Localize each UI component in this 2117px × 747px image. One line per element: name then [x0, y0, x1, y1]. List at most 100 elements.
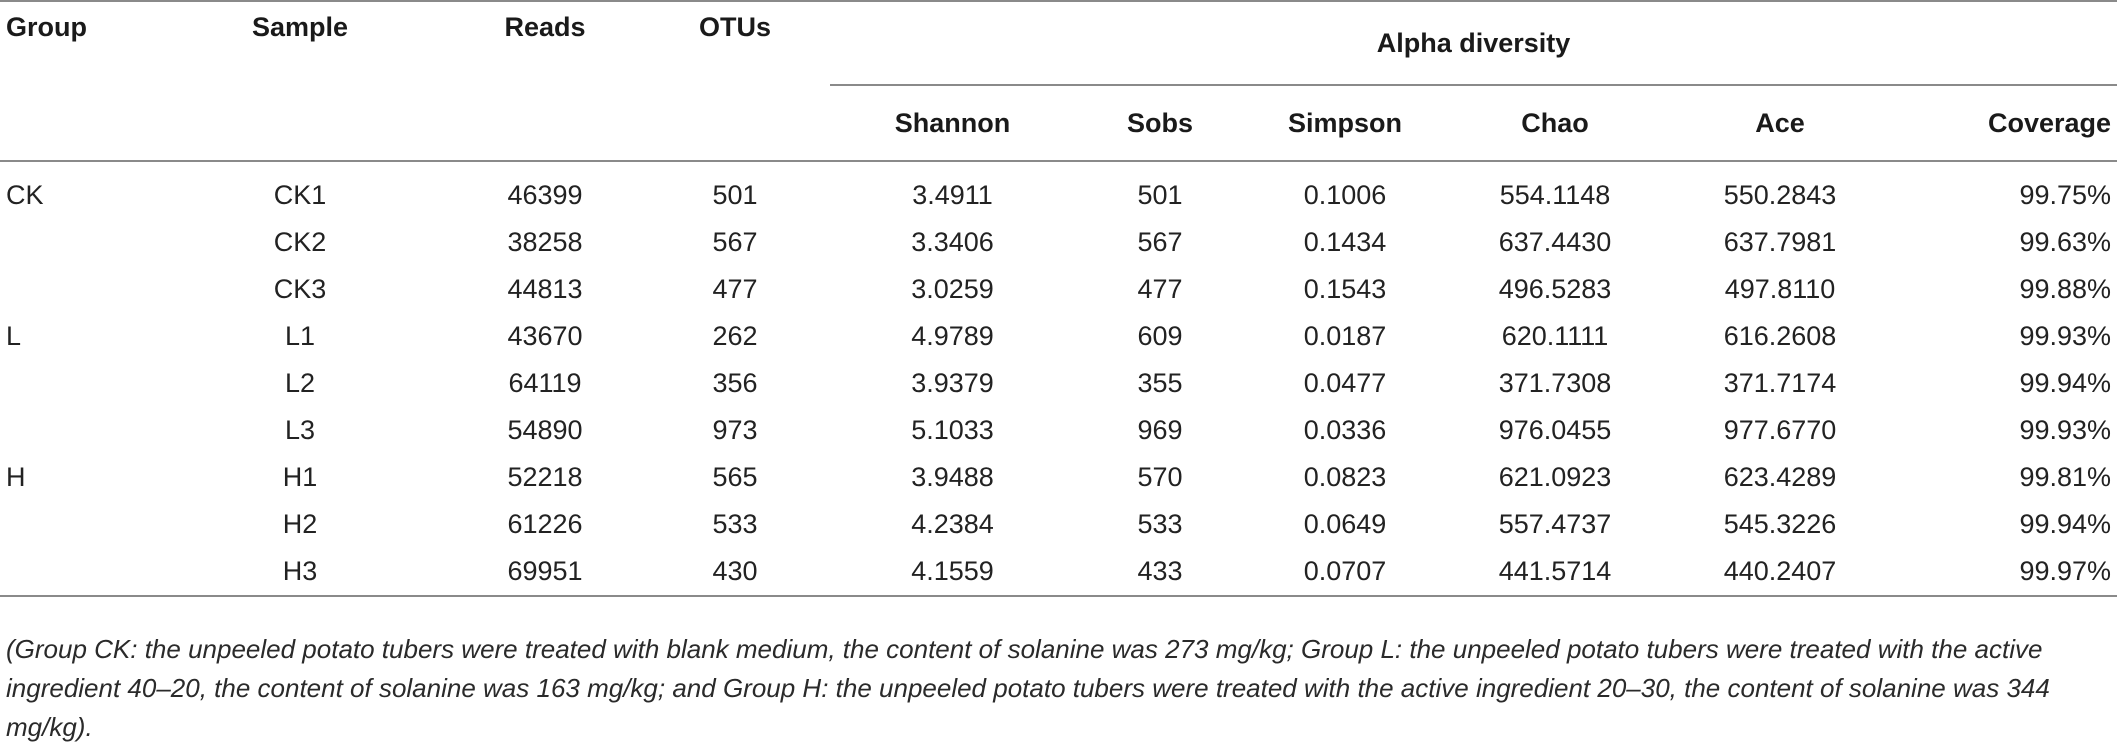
cell-sample: L3 [284, 415, 316, 445]
cell-otus: 565 [712, 462, 758, 492]
cell-group [0, 501, 150, 548]
cell-simpson: 0.1543 [1303, 274, 1387, 304]
cell-chao: 976.0455 [1498, 415, 1612, 445]
cell-chao: 621.0923 [1498, 462, 1612, 492]
cell-simpson: 0.0649 [1303, 509, 1387, 539]
cell-reads: 38258 [507, 227, 583, 257]
cell-coverage: 99.63% [2019, 227, 2112, 257]
cell-otus: 501 [712, 180, 758, 210]
table-footnote: (Group CK: the unpeeled potato tubers we… [6, 634, 2050, 742]
cell-group [0, 266, 150, 313]
cell-coverage: 99.81% [2019, 462, 2112, 492]
cell-otus: 973 [712, 415, 758, 445]
cell-sobs: 501 [1137, 180, 1183, 210]
cell-shannon: 3.3406 [911, 227, 994, 257]
cell-shannon: 5.1033 [911, 415, 994, 445]
cell-sample: L1 [284, 321, 316, 351]
header-group: Group [0, 0, 150, 160]
table-row: L2 64119 356 3.9379 355 0.0477 371.7308 371.717… [0, 360, 2117, 407]
cell-ace: 550.2843 [1723, 180, 1837, 210]
cell-simpson: 0.0336 [1303, 415, 1387, 445]
cell-simpson: 0.0187 [1303, 321, 1387, 351]
cell-sample: H2 [282, 509, 318, 539]
cell-simpson: 0.0707 [1303, 556, 1387, 586]
cell-reads: 43670 [507, 321, 583, 351]
cell-sample: H1 [282, 462, 318, 492]
cell-sobs: 433 [1137, 556, 1183, 586]
table-row: H2 61226 533 4.2384 533 0.0649 557.4737 545.322… [0, 501, 2117, 548]
cell-coverage: 99.88% [2019, 274, 2112, 304]
header-otus: OTUs [640, 0, 830, 160]
alpha-diversity-table-container: Group Sample Reads OTUs Alpha diversity … [0, 0, 2117, 596]
cell-sobs: 533 [1137, 509, 1183, 539]
header-alpha-diversity: Alpha diversity [830, 0, 2117, 86]
cell-reads: 52218 [507, 462, 583, 492]
cell-shannon: 3.4911 [912, 180, 993, 210]
header-reads: Reads [450, 0, 640, 160]
cell-group [0, 548, 150, 596]
cell-sample: L2 [284, 368, 316, 398]
table-row: CK3 44813 477 3.0259 477 0.1543 496.5283 497.81… [0, 266, 2117, 313]
cell-ace: 371.7174 [1723, 368, 1837, 398]
cell-coverage: 99.94% [2019, 509, 2112, 539]
cell-ace: 623.4289 [1723, 462, 1837, 492]
cell-ace: 977.6770 [1723, 415, 1837, 445]
cell-otus: 430 [712, 556, 758, 586]
cell-ace: 616.2608 [1723, 321, 1837, 351]
table-row: H3 69951 430 4.1559 433 0.0707 441.5714 440.240… [0, 548, 2117, 596]
table-header: Group Sample Reads OTUs Alpha diversity … [0, 0, 2117, 172]
cell-coverage: 99.94% [2019, 368, 2112, 398]
cell-otus: 356 [712, 368, 758, 398]
table-row: L3 54890 973 5.1033 969 0.0336 976.0455 977.677… [0, 407, 2117, 454]
header-simpson: Simpson [1287, 107, 1402, 138]
cell-coverage: 99.75% [2019, 180, 2112, 210]
cell-chao: 620.1111 [1501, 321, 1609, 351]
cell-sobs: 570 [1137, 462, 1183, 492]
cell-chao: 637.4430 [1498, 227, 1612, 257]
cell-sample: CK1 [273, 180, 327, 210]
cell-coverage: 99.97% [2019, 556, 2112, 586]
header-sample: Sample [150, 0, 450, 160]
cell-group [0, 407, 150, 454]
cell-coverage: 99.93% [2019, 321, 2112, 351]
cell-group [0, 219, 150, 266]
cell-otus: 533 [712, 509, 758, 539]
cell-sobs: 969 [1137, 415, 1183, 445]
cell-otus: 567 [712, 227, 758, 257]
cell-otus: 262 [712, 321, 758, 351]
cell-sample: H3 [282, 556, 318, 586]
cell-chao: 557.4737 [1498, 509, 1612, 539]
cell-shannon: 3.0259 [911, 274, 994, 304]
header-shannon: Shannon [894, 107, 1011, 138]
alpha-diversity-table: Group Sample Reads OTUs Alpha diversity … [0, 0, 2117, 596]
cell-group: L [6, 321, 22, 351]
cell-reads: 46399 [507, 180, 583, 210]
cell-shannon: 4.2384 [911, 509, 994, 539]
header-chao: Chao [1521, 107, 1589, 138]
cell-reads: 64119 [508, 368, 582, 398]
cell-ace: 545.3226 [1723, 509, 1837, 539]
header-coverage: Coverage [1988, 107, 2112, 138]
cell-shannon: 4.9789 [911, 321, 994, 351]
cell-chao: 554.1148 [1499, 180, 1611, 210]
header-spacer [0, 161, 2117, 172]
header-ace: Ace [1755, 107, 1805, 138]
cell-reads: 54890 [507, 415, 583, 445]
cell-sobs: 609 [1137, 321, 1183, 351]
table-row: H H1 52218 565 3.9488 570 0.0823 621.0923 623.42… [0, 454, 2117, 501]
cell-simpson: 0.0823 [1303, 462, 1387, 492]
cell-shannon: 3.9488 [911, 462, 994, 492]
cell-shannon: 3.9379 [911, 368, 994, 398]
cell-reads: 61226 [507, 509, 583, 539]
cell-reads: 44813 [507, 274, 583, 304]
table-row: L L1 43670 262 4.9789 609 0.0187 620.1111 616.26… [0, 313, 2117, 360]
cell-ace: 497.8110 [1724, 274, 1836, 304]
cell-ace: 440.2407 [1723, 556, 1837, 586]
cell-ace: 637.7981 [1723, 227, 1837, 257]
cell-sobs: 355 [1137, 368, 1183, 398]
cell-sample: CK2 [273, 227, 327, 257]
cell-reads: 69951 [507, 556, 583, 586]
cell-simpson: 0.0477 [1303, 368, 1387, 398]
header-sobs: Sobs [1126, 107, 1193, 138]
cell-simpson: 0.1006 [1303, 180, 1387, 210]
